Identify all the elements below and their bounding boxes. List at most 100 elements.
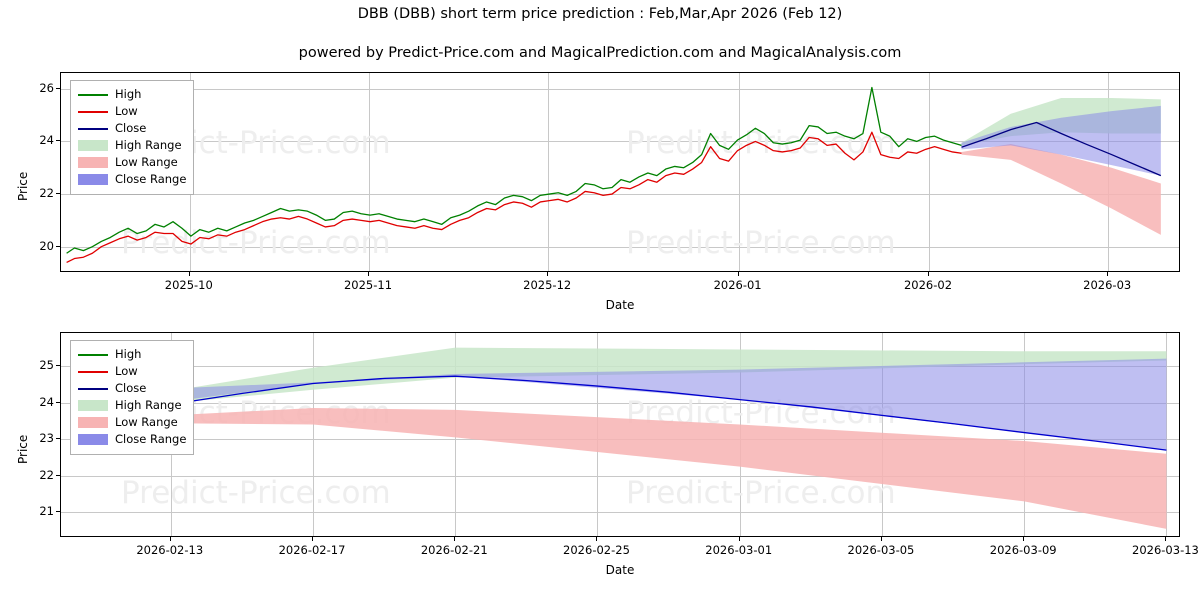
legend-swatch-icon xyxy=(78,106,108,117)
legend-swatch-icon xyxy=(78,123,108,134)
x-tick-mark xyxy=(312,537,313,541)
y-tick-mark xyxy=(56,245,60,247)
x-tick-label: 2026-01 xyxy=(713,278,762,292)
y-tick-label: 24 xyxy=(39,394,54,409)
x-tick-label: 2026-03-01 xyxy=(705,543,773,557)
legend-label: Close Range xyxy=(115,431,187,446)
x-tick-label: 2026-03-09 xyxy=(989,543,1057,557)
page-subtitle: powered by Predict-Price.com and Magical… xyxy=(298,45,902,61)
legend-swatch-icon xyxy=(78,174,108,185)
y-tick-mark xyxy=(56,87,60,89)
x-tick-label: 2026-02-21 xyxy=(420,543,488,557)
series-line-low xyxy=(66,131,962,264)
x-tick-label: 2026-02 xyxy=(903,278,953,292)
legend-item-close: Close xyxy=(78,380,186,397)
top-legend: High Low Close High Range Low Range Close Ran… xyxy=(70,80,195,195)
bottom-series-svg xyxy=(100,347,1167,529)
x-tick-mark xyxy=(454,537,456,541)
legend-label: Low Range xyxy=(115,414,178,429)
top-x-axis-label: Date xyxy=(605,298,635,312)
legend-swatch-icon xyxy=(78,383,108,394)
gridline-horizontal xyxy=(61,402,1179,404)
y-tick-mark xyxy=(56,438,60,440)
legend-item-low: Low xyxy=(78,103,186,120)
y-tick-mark xyxy=(56,364,60,366)
legend-swatch-icon xyxy=(78,89,108,100)
y-tick-label: 26 xyxy=(39,80,54,95)
legend-label: High xyxy=(115,86,142,101)
y-tick-mark xyxy=(56,140,60,142)
gridline-vertical xyxy=(738,73,740,271)
legend-label: Close Range xyxy=(115,171,187,186)
gridline-horizontal xyxy=(61,141,1179,143)
y-tick-mark xyxy=(56,474,60,476)
x-tick-mark xyxy=(368,272,369,276)
gridline-horizontal xyxy=(61,512,1179,514)
legend-label: High Range xyxy=(115,137,182,152)
x-tick-label: 2026-03-05 xyxy=(847,543,915,557)
x-tick-mark xyxy=(737,272,739,276)
legend-label: Low xyxy=(115,363,138,378)
gridline-vertical xyxy=(929,73,930,271)
x-tick-mark xyxy=(738,537,740,541)
band-close-range xyxy=(100,358,1167,451)
y-tick-label: 21 xyxy=(39,504,54,519)
gridline-vertical xyxy=(369,73,370,271)
x-tick-mark xyxy=(880,537,882,541)
legend-item-close: Close xyxy=(78,120,186,137)
x-tick-mark xyxy=(596,537,598,541)
bottom-plot-area: Predict-Price.com Predict-Price.com Pred… xyxy=(60,332,1180,537)
band-low-range xyxy=(961,144,1161,235)
x-tick-mark xyxy=(928,272,929,276)
x-tick-label: 2026-02-13 xyxy=(136,543,204,557)
legend-item-high-range: High Range xyxy=(78,397,186,414)
band-low-range xyxy=(100,408,1167,529)
y-tick-label: 23 xyxy=(39,431,54,446)
gridline-horizontal xyxy=(61,88,1179,90)
legend-label: Low Range xyxy=(115,154,178,169)
legend-swatch-icon xyxy=(78,349,108,360)
x-tick-mark xyxy=(1165,537,1167,541)
x-tick-mark xyxy=(547,272,549,276)
top-chart-panel: Price Date Predict-Price.com Predict-Pri… xyxy=(0,66,1200,312)
legend-swatch-icon xyxy=(78,140,108,151)
x-tick-label: 2025-12 xyxy=(523,278,572,292)
y-tick-mark xyxy=(56,511,60,513)
legend-item-high-range: High Range xyxy=(78,137,186,154)
legend-label: Close xyxy=(115,380,147,395)
legend-item-close-range: Close Range xyxy=(78,431,186,448)
legend-item-low-range: Low Range xyxy=(78,414,186,431)
x-tick-label: 2026-02-17 xyxy=(278,543,346,557)
legend-swatch-icon xyxy=(78,434,108,445)
gridline-vertical xyxy=(313,333,314,536)
band-high-range xyxy=(100,347,1167,410)
legend-item-low-range: Low Range xyxy=(78,154,186,171)
legend-item-high: High xyxy=(78,86,186,103)
gridline-horizontal xyxy=(61,475,1179,477)
x-tick-label: 2026-02-25 xyxy=(563,543,630,557)
legend-item-high: High xyxy=(78,346,186,363)
bottom-legend: High Low Close High Range Low Range Close Ran… xyxy=(70,340,195,455)
x-tick-mark xyxy=(1107,272,1109,276)
gridline-vertical xyxy=(548,73,550,271)
y-tick-mark xyxy=(56,401,60,403)
legend-label: High xyxy=(115,346,142,361)
legend-item-low: Low xyxy=(78,363,186,380)
series-line-close xyxy=(100,375,1167,451)
bottom-x-axis-label: Date xyxy=(605,563,635,577)
y-tick-label: 20 xyxy=(39,238,54,253)
legend-label: Low xyxy=(115,103,138,118)
legend-label: Close xyxy=(115,120,147,135)
y-tick-label: 24 xyxy=(39,133,54,148)
gridline-horizontal xyxy=(61,246,1179,248)
band-close-range xyxy=(961,105,1161,176)
x-tick-mark xyxy=(169,537,171,541)
gridline-vertical xyxy=(1166,333,1168,536)
x-tick-mark xyxy=(1023,537,1025,541)
legend-swatch-icon xyxy=(78,400,108,411)
y-tick-label: 25 xyxy=(39,357,54,372)
legend-swatch-icon xyxy=(78,366,108,377)
x-tick-label: 2025-11 xyxy=(343,278,393,292)
x-tick-label: 2026-03-13 xyxy=(1132,543,1199,557)
